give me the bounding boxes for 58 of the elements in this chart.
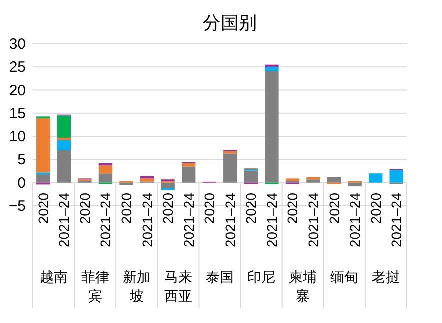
x-tick-label: 2020 — [35, 192, 52, 224]
x-tick-label: 2020 — [118, 192, 134, 224]
x-tick-label: 2021–24 — [347, 192, 364, 248]
x-tick-label: 2020 — [326, 192, 342, 224]
bar — [98, 166, 113, 174]
bar — [306, 180, 320, 183]
text: 老挝 — [371, 268, 402, 287]
x-tick-label: 2021–24 — [222, 192, 238, 248]
bar — [390, 170, 404, 183]
bar — [348, 182, 362, 187]
x-tick-label: 2020 — [243, 192, 260, 224]
bar — [36, 174, 50, 183]
bar — [57, 138, 72, 140]
x-tick-label: 2021–24 — [306, 192, 322, 248]
x-tick-label: 2021–24 — [180, 192, 197, 248]
bar — [265, 71, 279, 183]
text: 马来西亚 — [163, 268, 194, 306]
y-tick-label: 30 — [9, 36, 26, 53]
chart-title: 分国别 — [203, 13, 257, 33]
x-tick-label: 2021–24 — [56, 192, 72, 248]
bar — [182, 163, 196, 167]
x-tick-label: 2021–24 — [139, 192, 156, 248]
bar — [327, 177, 342, 183]
x-tick-label: 2021–24 — [388, 192, 405, 248]
text: 越南 — [38, 268, 69, 287]
y-tick-label: 0 — [18, 174, 26, 192]
bar — [57, 116, 72, 138]
x-tick-label: 2020 — [202, 192, 218, 224]
x-tick-label: 2020 — [284, 192, 301, 224]
x-tick-label: 2020 — [76, 192, 93, 224]
text: 新加坡 — [122, 268, 152, 306]
text: 缅甸 — [330, 268, 360, 287]
bar — [140, 178, 154, 182]
bar — [57, 140, 72, 150]
bar — [265, 67, 279, 72]
bar — [161, 182, 175, 188]
y-tick-label: 15 — [9, 105, 26, 122]
y-tick-label: 10 — [9, 128, 26, 146]
y-tick-label: 20 — [9, 82, 26, 100]
x-tick-label: 2020 — [160, 192, 176, 224]
bar — [244, 170, 258, 183]
text: 泰国 — [204, 268, 235, 287]
y-tick-label: −5 — [8, 198, 26, 215]
bar — [224, 154, 238, 183]
bar — [368, 174, 383, 183]
bar — [36, 118, 50, 173]
bar — [182, 166, 196, 183]
bar — [286, 178, 300, 182]
bar — [98, 174, 113, 183]
text: 印尼 — [246, 268, 277, 287]
y-tick-label: 25 — [9, 59, 26, 76]
text: 菲律宾 — [80, 268, 110, 306]
x-tick-label: 2021–24 — [98, 192, 114, 248]
bar — [57, 150, 72, 183]
x-tick-label: 2020 — [368, 192, 384, 224]
text: 柬埔寨 — [288, 268, 318, 306]
x-tick-label: 2021–24 — [264, 192, 280, 248]
y-tick-label: 5 — [18, 152, 26, 169]
